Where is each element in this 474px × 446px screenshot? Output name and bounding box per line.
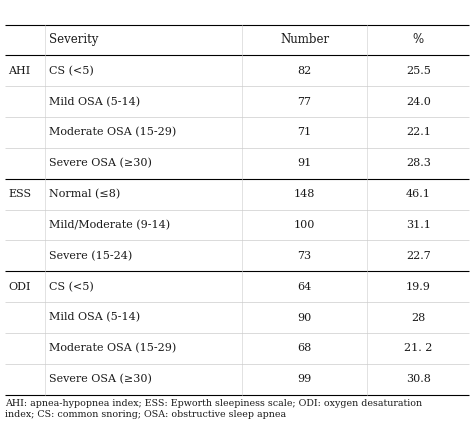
Text: AHI: AHI: [9, 66, 31, 76]
Text: 71: 71: [298, 128, 311, 137]
Text: 28.3: 28.3: [406, 158, 431, 168]
Text: 148: 148: [294, 189, 315, 199]
Text: Moderate OSA (15-29): Moderate OSA (15-29): [49, 128, 176, 138]
Text: ODI: ODI: [9, 282, 31, 292]
Text: 90: 90: [297, 313, 312, 322]
Text: Severe OSA (≥30): Severe OSA (≥30): [49, 158, 152, 169]
Text: 82: 82: [297, 66, 312, 76]
Text: Mild OSA (5-14): Mild OSA (5-14): [49, 96, 140, 107]
Text: 25.5: 25.5: [406, 66, 431, 76]
Text: 64: 64: [297, 282, 312, 292]
Text: Severe OSA (≥30): Severe OSA (≥30): [49, 374, 152, 384]
Text: 30.8: 30.8: [406, 374, 431, 384]
Text: 99: 99: [297, 374, 312, 384]
Text: 100: 100: [294, 220, 315, 230]
Text: %: %: [413, 33, 424, 46]
Text: 22.1: 22.1: [406, 128, 431, 137]
Text: Normal (≤8): Normal (≤8): [49, 189, 120, 199]
Text: ESS: ESS: [9, 189, 32, 199]
Text: Number: Number: [280, 33, 329, 46]
Text: CS (<5): CS (<5): [49, 281, 93, 292]
Text: 22.7: 22.7: [406, 251, 431, 261]
Text: 24.0: 24.0: [406, 97, 431, 107]
Text: Severe (15-24): Severe (15-24): [49, 251, 132, 261]
Text: AHI: apnea-hypopnea index; ESS: Epworth sleepiness scale; ODI: oxygen desaturati: AHI: apnea-hypopnea index; ESS: Epworth …: [5, 399, 422, 418]
Text: Mild OSA (5-14): Mild OSA (5-14): [49, 313, 140, 323]
Text: 68: 68: [297, 343, 312, 353]
Text: 21. 2: 21. 2: [404, 343, 432, 353]
Text: Severity: Severity: [49, 33, 98, 46]
Text: 19.9: 19.9: [406, 282, 431, 292]
Text: 28: 28: [411, 313, 426, 322]
Text: 46.1: 46.1: [406, 189, 431, 199]
Text: 91: 91: [297, 158, 312, 168]
Text: Mild/Moderate (9-14): Mild/Moderate (9-14): [49, 220, 170, 230]
Text: Moderate OSA (15-29): Moderate OSA (15-29): [49, 343, 176, 354]
Text: CS (<5): CS (<5): [49, 66, 93, 76]
Text: 73: 73: [298, 251, 311, 261]
Text: 31.1: 31.1: [406, 220, 431, 230]
Text: 77: 77: [298, 97, 311, 107]
